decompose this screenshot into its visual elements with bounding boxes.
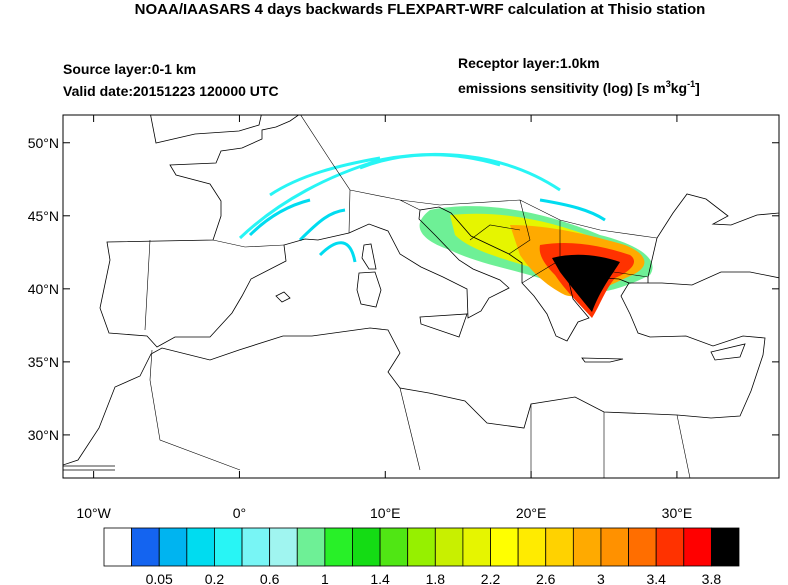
colorbar-box [352,527,381,567]
colorbar-label: 1 [321,571,329,585]
units-text: kg [671,80,687,96]
colorbar-box [628,527,657,567]
lat-label: 30°N [28,427,59,443]
lat-label: 45°N [28,208,59,224]
colorbar-label: 1.8 [426,571,446,585]
colorbar-box [269,527,298,567]
units-text: ] [695,80,700,96]
map-frame [62,114,780,479]
colorbar-box [186,527,215,567]
lat-label: 35°N [28,354,59,370]
colorbar-box [572,527,602,567]
colorbar-label: 0.6 [260,571,280,585]
units-text: emissions sensitivity (log) [s m [458,80,666,96]
lon-label: 30°E [662,505,693,521]
colorbar-label: 2.2 [481,571,501,585]
colorbar-box [710,527,740,567]
colorbar-box [517,527,547,567]
colorbar-label: 0.05 [146,571,173,585]
coastline [150,115,262,144]
map [63,115,779,478]
colorbar-box [103,527,133,567]
island [275,243,746,363]
lat-label: 40°N [28,281,59,297]
lon-label: 20°E [516,505,547,521]
colorbar-box [545,527,574,567]
coastlines [63,115,779,471]
coastline [63,465,115,471]
colorbar-box [490,527,519,567]
plume-arc [238,152,561,240]
colorbar-box [407,527,436,567]
colorbar-box [434,527,464,567]
coastline [629,193,779,286]
colorbar-box [379,527,409,567]
lon-label: 10°E [370,505,401,521]
colorbar: 0.05 0.2 0.6 1 1.4 1.8 2.2 2.6 3 3.4 3.8 [103,527,740,585]
plume-core [552,254,620,312]
colorbar-label: 3 [597,571,605,585]
coastline [63,115,766,466]
lon-label: 10°W [76,505,111,521]
receptor-layer: Receptor layer:1.0km [458,55,600,71]
colorbar-box [131,527,160,567]
lat-label: 50°N [28,135,59,151]
colorbar-box [214,527,243,567]
units: emissions sensitivity (log) [s m3kg-1] [458,79,700,96]
colorbar-box [655,527,685,567]
lon-label: 0° [233,505,246,521]
colorbar-label: 1.4 [370,571,390,585]
units-sup: 3 [666,79,671,89]
colorbar-box [324,527,353,567]
colorbar-label: 3.4 [646,571,666,585]
colorbar-label: 2.6 [536,571,556,585]
colorbar-label: 3.8 [702,571,722,585]
title: NOAA/IAASARS 4 days backwards FLEXPART-W… [135,1,706,18]
source-layer: Source layer:0-1 km [63,61,196,77]
colorbar-label: 0.2 [205,571,225,585]
borders [144,115,691,478]
plume-arc [248,198,606,263]
colorbar-box [462,527,491,567]
colorbar-box [683,527,712,567]
valid-date: Valid date:20151223 120000 UTC [63,83,279,99]
colorbar-box [600,527,629,567]
plume [238,152,653,318]
colorbar-box [158,527,188,567]
colorbar-box [241,527,271,567]
colorbar-box [296,527,326,567]
units-sup: -1 [687,79,695,89]
